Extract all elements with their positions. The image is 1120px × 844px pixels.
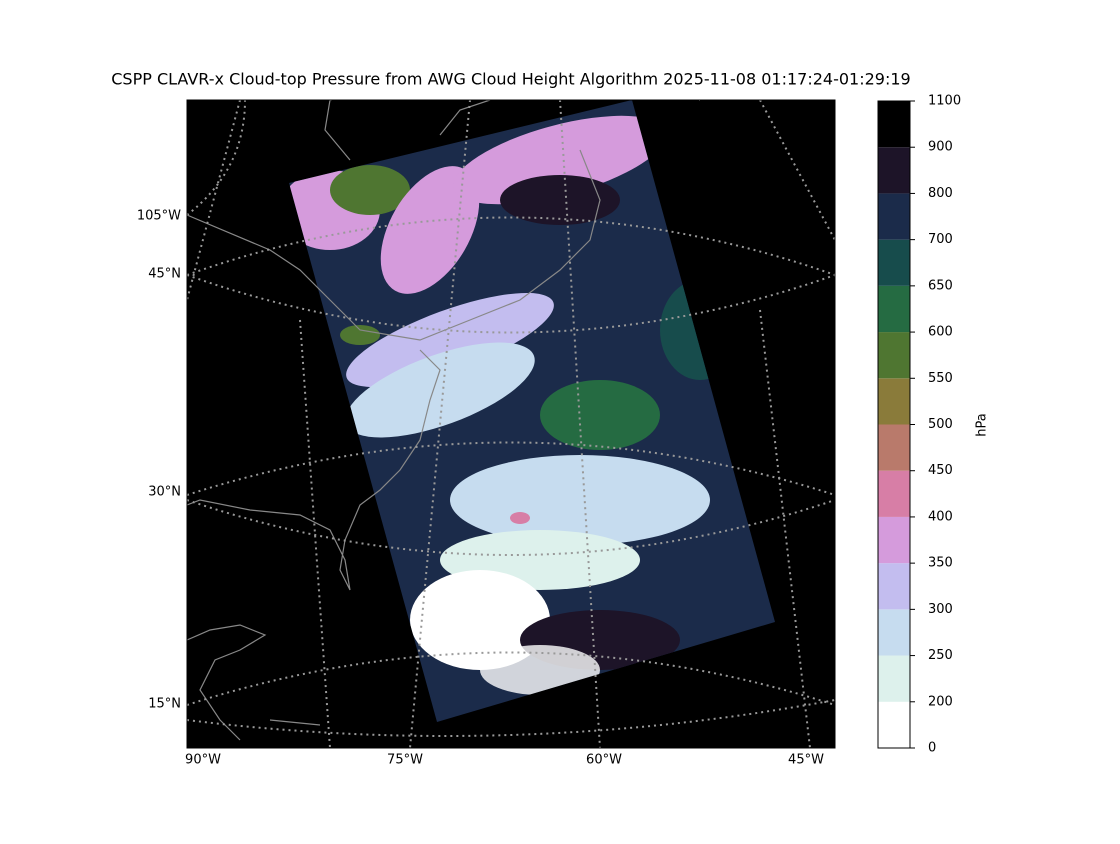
map [186,99,836,749]
colorbar-tick-label: 350 [928,556,953,571]
colorbar-segment [878,101,910,148]
map-frame [186,99,836,749]
colorbar-segment [878,424,910,471]
colorbar-tick-label: 500 [928,417,953,432]
colorbar-segment [878,285,910,333]
colorbar-tick-label: 600 [928,325,953,340]
colorbar-tick-label: 0 [928,741,936,756]
colorbar-tick-label: 800 [928,186,953,201]
lat-label: 105°W [137,209,181,224]
lon-label: 90°W [185,753,221,768]
colorbar-tick-label: 300 [928,602,953,617]
colorbar-segment [878,239,910,286]
lat-label: 15°N [148,697,181,712]
lon-label: 45°W [788,753,824,768]
colorbar-tick-label: 1100 [928,94,961,109]
colorbar-segment [878,332,910,379]
colorbar: 0 200 250 300 350 400 450 500 550 600 650 700 800 900… [877,94,961,756]
colorbar-tick-label: 400 [928,509,953,524]
colorbar-segment [878,609,910,656]
colorbar-segment [878,563,910,610]
colorbar-segment [878,378,910,425]
lat-label: 30°N [148,485,181,500]
colorbar-tick-label: 900 [928,140,953,155]
colorbar-tick-label: 550 [928,371,953,386]
colorbar-segment [878,193,910,240]
colorbar-segment [878,655,910,702]
colorbar-segment [878,701,910,748]
title: CSPP CLAVR-x Cloud-top Pressure from AWG… [111,70,910,89]
colorbar-segment [878,147,910,194]
colorbar-tick-label: 200 [928,694,953,709]
imagery [289,100,775,722]
colorbar-segment [878,470,910,517]
colorbar-segment [878,516,910,564]
colorbar-tick-label: 250 [928,648,953,663]
colorbar-tick-label: 700 [928,232,953,247]
colorbar-tick-label: 650 [928,278,953,293]
lon-label: 60°W [586,753,622,768]
colorbar-label: hPa [975,413,990,436]
lat-label: 45°N [148,267,181,282]
lon-label: 75°W [387,753,423,768]
colorbar-tick-label: 450 [928,463,953,478]
